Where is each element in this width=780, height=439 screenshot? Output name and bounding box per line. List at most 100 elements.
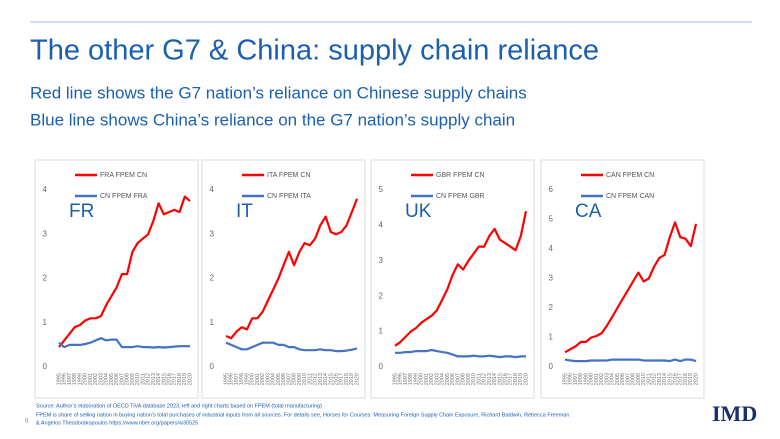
- x-tick-label: 1999: [413, 373, 419, 385]
- x-tick-label: 2010: [135, 373, 141, 385]
- x-tick-label: 2002: [93, 373, 99, 385]
- x-tick-label: 2020: [523, 373, 529, 385]
- x-tick-label: 1999: [244, 373, 250, 385]
- x-tick-label: 2014: [492, 373, 498, 385]
- x-tick-label: 2006: [114, 373, 120, 385]
- x-tick-label: 1997: [234, 373, 240, 385]
- y-tick-label: 2: [379, 291, 384, 300]
- x-tick-label: 2018: [344, 373, 350, 385]
- x-tick-label: 2010: [641, 373, 647, 385]
- legend-label: CAN FPEM CN: [606, 172, 654, 179]
- x-tick-label: 2016: [672, 373, 678, 385]
- x-tick-label: 2017: [339, 373, 345, 385]
- x-tick-label: 2016: [502, 373, 508, 385]
- legend-label: CN FPEM GBR: [436, 193, 485, 200]
- series-line: [58, 337, 190, 349]
- x-tick-label: 2003: [265, 373, 271, 385]
- y-tick-label: 3: [43, 229, 48, 238]
- x-tick-label: 1995: [56, 373, 62, 385]
- legend-label: ITA FPEM CN: [267, 172, 310, 179]
- y-tick-label: 6: [549, 185, 554, 194]
- y-tick-label: 4: [379, 221, 384, 230]
- x-tick-label: 2004: [610, 373, 616, 385]
- series-line: [58, 195, 191, 348]
- x-tick-label: 1998: [72, 373, 78, 385]
- series-line: [395, 348, 526, 359]
- legend-label: CN FPEM ITA: [267, 193, 311, 200]
- x-tick-label: 1998: [578, 373, 584, 385]
- x-tick-label: 2020: [354, 373, 360, 385]
- x-tick-label: 2017: [508, 373, 514, 385]
- x-tick-label: 2019: [349, 373, 355, 385]
- x-tick-label: 2008: [461, 373, 467, 385]
- x-tick-label: 2015: [667, 373, 673, 385]
- y-tick-label: 0: [210, 362, 215, 371]
- series-line: [564, 221, 698, 354]
- subtitle: Red line shows the G7 nation’s reliance …: [30, 83, 527, 102]
- x-tick-label: 2005: [615, 373, 621, 385]
- x-tick-label: 2019: [688, 373, 694, 385]
- x-tick-label: 2007: [119, 373, 125, 385]
- chart-panel: [201, 159, 366, 399]
- chart-panel: [540, 159, 705, 399]
- x-tick-label: 2013: [657, 373, 663, 385]
- x-tick-label: 1996: [229, 373, 235, 385]
- x-tick-label: 2008: [125, 373, 131, 385]
- y-tick-label: 1: [210, 318, 215, 327]
- y-tick-label: 4: [210, 185, 215, 194]
- series-line: [225, 198, 359, 340]
- annotation: CA: [575, 201, 602, 222]
- x-tick-label: 2011: [307, 373, 313, 385]
- subtitle: Blue line shows China’s reliance on the …: [30, 110, 515, 129]
- x-tick-label: 2005: [276, 373, 282, 385]
- series-line: [394, 210, 528, 347]
- y-tick-label: 2: [210, 274, 215, 283]
- x-tick-label: 2007: [455, 373, 461, 385]
- y-tick-label: 4: [549, 244, 554, 253]
- note: & Angelos Theodorakopoulos https://www.n…: [36, 420, 198, 426]
- x-tick-label: 2016: [166, 373, 172, 385]
- x-tick-label: 2015: [328, 373, 334, 385]
- x-tick-label: 2000: [83, 373, 89, 385]
- x-tick-label: 2014: [323, 373, 329, 385]
- x-tick-label: 2012: [652, 373, 658, 385]
- x-tick-label: 1997: [67, 373, 73, 385]
- x-tick-label: 1995: [392, 373, 398, 385]
- x-tick-label: 2009: [297, 373, 303, 385]
- x-tick-label: 2016: [333, 373, 339, 385]
- x-tick-label: 1999: [583, 373, 589, 385]
- x-tick-label: 2006: [450, 373, 456, 385]
- source: Source: Author’s elaboration of OECD TiV…: [36, 403, 322, 409]
- x-tick-label: 1997: [403, 373, 409, 385]
- x-tick-label: 2019: [182, 373, 188, 385]
- x-tick-label: 2013: [487, 373, 493, 385]
- y-tick-label: 1: [549, 333, 554, 342]
- x-tick-label: 2006: [620, 373, 626, 385]
- x-tick-label: 2002: [599, 373, 605, 385]
- logo: IMD: [712, 401, 757, 426]
- x-tick-label: 1998: [408, 373, 414, 385]
- x-tick-label: 2012: [313, 373, 319, 385]
- x-tick-label: 2008: [292, 373, 298, 385]
- annotation: IT: [236, 201, 253, 222]
- x-tick-label: 2004: [440, 373, 446, 385]
- x-tick-label: 2012: [482, 373, 488, 385]
- x-tick-label: 2011: [140, 373, 146, 385]
- y-tick-label: 3: [549, 274, 554, 283]
- x-tick-label: 1996: [62, 373, 68, 385]
- x-tick-label: 2005: [445, 373, 451, 385]
- annotation: FR: [69, 201, 94, 222]
- x-tick-label: 1996: [398, 373, 404, 385]
- y-tick-label: 5: [379, 185, 384, 194]
- x-tick-label: 2010: [302, 373, 308, 385]
- x-tick-label: 2019: [518, 373, 524, 385]
- legend-label: FRA FPEM CN: [100, 172, 147, 179]
- x-tick-label: 2008: [631, 373, 637, 385]
- x-tick-label: 2017: [678, 373, 684, 385]
- slide-title: The other G7 & China: supply chain relia…: [30, 35, 599, 67]
- x-tick-label: 2001: [594, 373, 600, 385]
- x-tick-label: 2001: [255, 373, 261, 385]
- y-tick-label: 0: [43, 362, 48, 371]
- y-tick-label: 2: [549, 303, 554, 312]
